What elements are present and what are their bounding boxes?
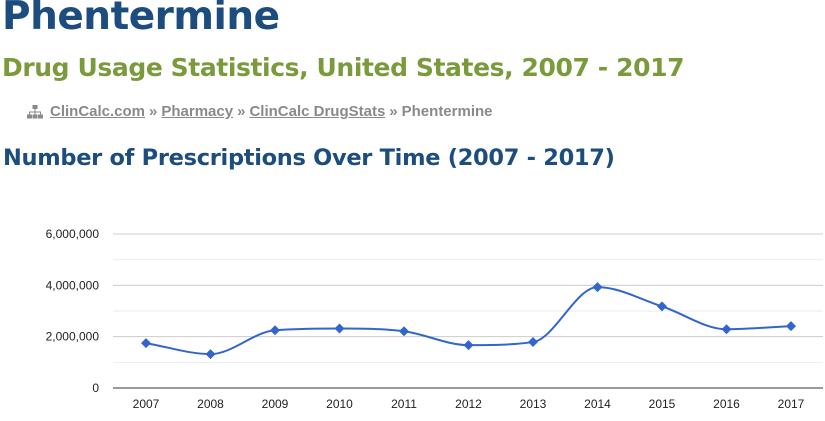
x-tick-label: 2008 bbox=[197, 397, 224, 411]
data-point bbox=[592, 282, 603, 293]
x-tick-label: 2013 bbox=[520, 397, 547, 411]
y-tick-label: 4,000,000 bbox=[46, 278, 100, 292]
section-heading: Number of Prescriptions Over Time (2007 … bbox=[3, 145, 615, 171]
data-point bbox=[334, 323, 345, 334]
x-tick-label: 2014 bbox=[584, 397, 611, 411]
breadcrumb-separator: » bbox=[389, 103, 398, 120]
breadcrumb-current: Phentermine bbox=[401, 103, 493, 120]
prescriptions-chart: 0 2,000,000 4,000,000 6,000,000 2007 2008 2009… bbox=[0, 200, 825, 417]
x-tick-label: 2011 bbox=[391, 397, 417, 411]
breadcrumb-separator: » bbox=[237, 103, 246, 120]
data-point bbox=[786, 321, 796, 332]
x-tick-label: 2015 bbox=[649, 397, 676, 411]
prescriptions-line-chart: 0 2,000,000 4,000,000 6,000,000 2007 2008 2009… bbox=[46, 227, 823, 411]
x-tick-label: 2016 bbox=[713, 397, 740, 411]
data-point bbox=[463, 340, 474, 351]
data-point bbox=[205, 349, 216, 360]
y-tick-label: 0 bbox=[92, 381, 99, 395]
x-tick-label: 2009 bbox=[262, 397, 289, 411]
data-point bbox=[270, 325, 280, 336]
breadcrumb-link-clincalc[interactable]: ClinCalc.com bbox=[50, 103, 146, 120]
breadcrumb-separator: » bbox=[149, 103, 158, 120]
data-point bbox=[657, 301, 667, 312]
breadcrumb-link-drugstats[interactable]: ClinCalc DrugStats bbox=[249, 103, 386, 120]
breadcrumb-link-pharmacy[interactable]: Pharmacy bbox=[161, 103, 234, 120]
breadcrumb: ClinCalc.com » Pharmacy » ClinCalc DrugS… bbox=[27, 103, 493, 120]
x-tick-label: 2007 bbox=[133, 397, 160, 411]
x-tick-label: 2010 bbox=[326, 397, 353, 411]
data-point bbox=[141, 338, 151, 349]
page-subtitle: Drug Usage Statistics, United States, 20… bbox=[2, 53, 685, 82]
x-tick-label: 2012 bbox=[455, 397, 482, 411]
data-point bbox=[721, 324, 732, 335]
page-title: Phentermine bbox=[2, 0, 280, 39]
x-tick-label: 2017 bbox=[778, 397, 805, 411]
y-tick-label: 2,000,000 bbox=[46, 330, 100, 344]
data-point bbox=[399, 326, 409, 337]
sitemap-icon bbox=[27, 104, 43, 118]
data-point bbox=[528, 337, 538, 348]
y-tick-label: 6,000,000 bbox=[46, 227, 100, 241]
